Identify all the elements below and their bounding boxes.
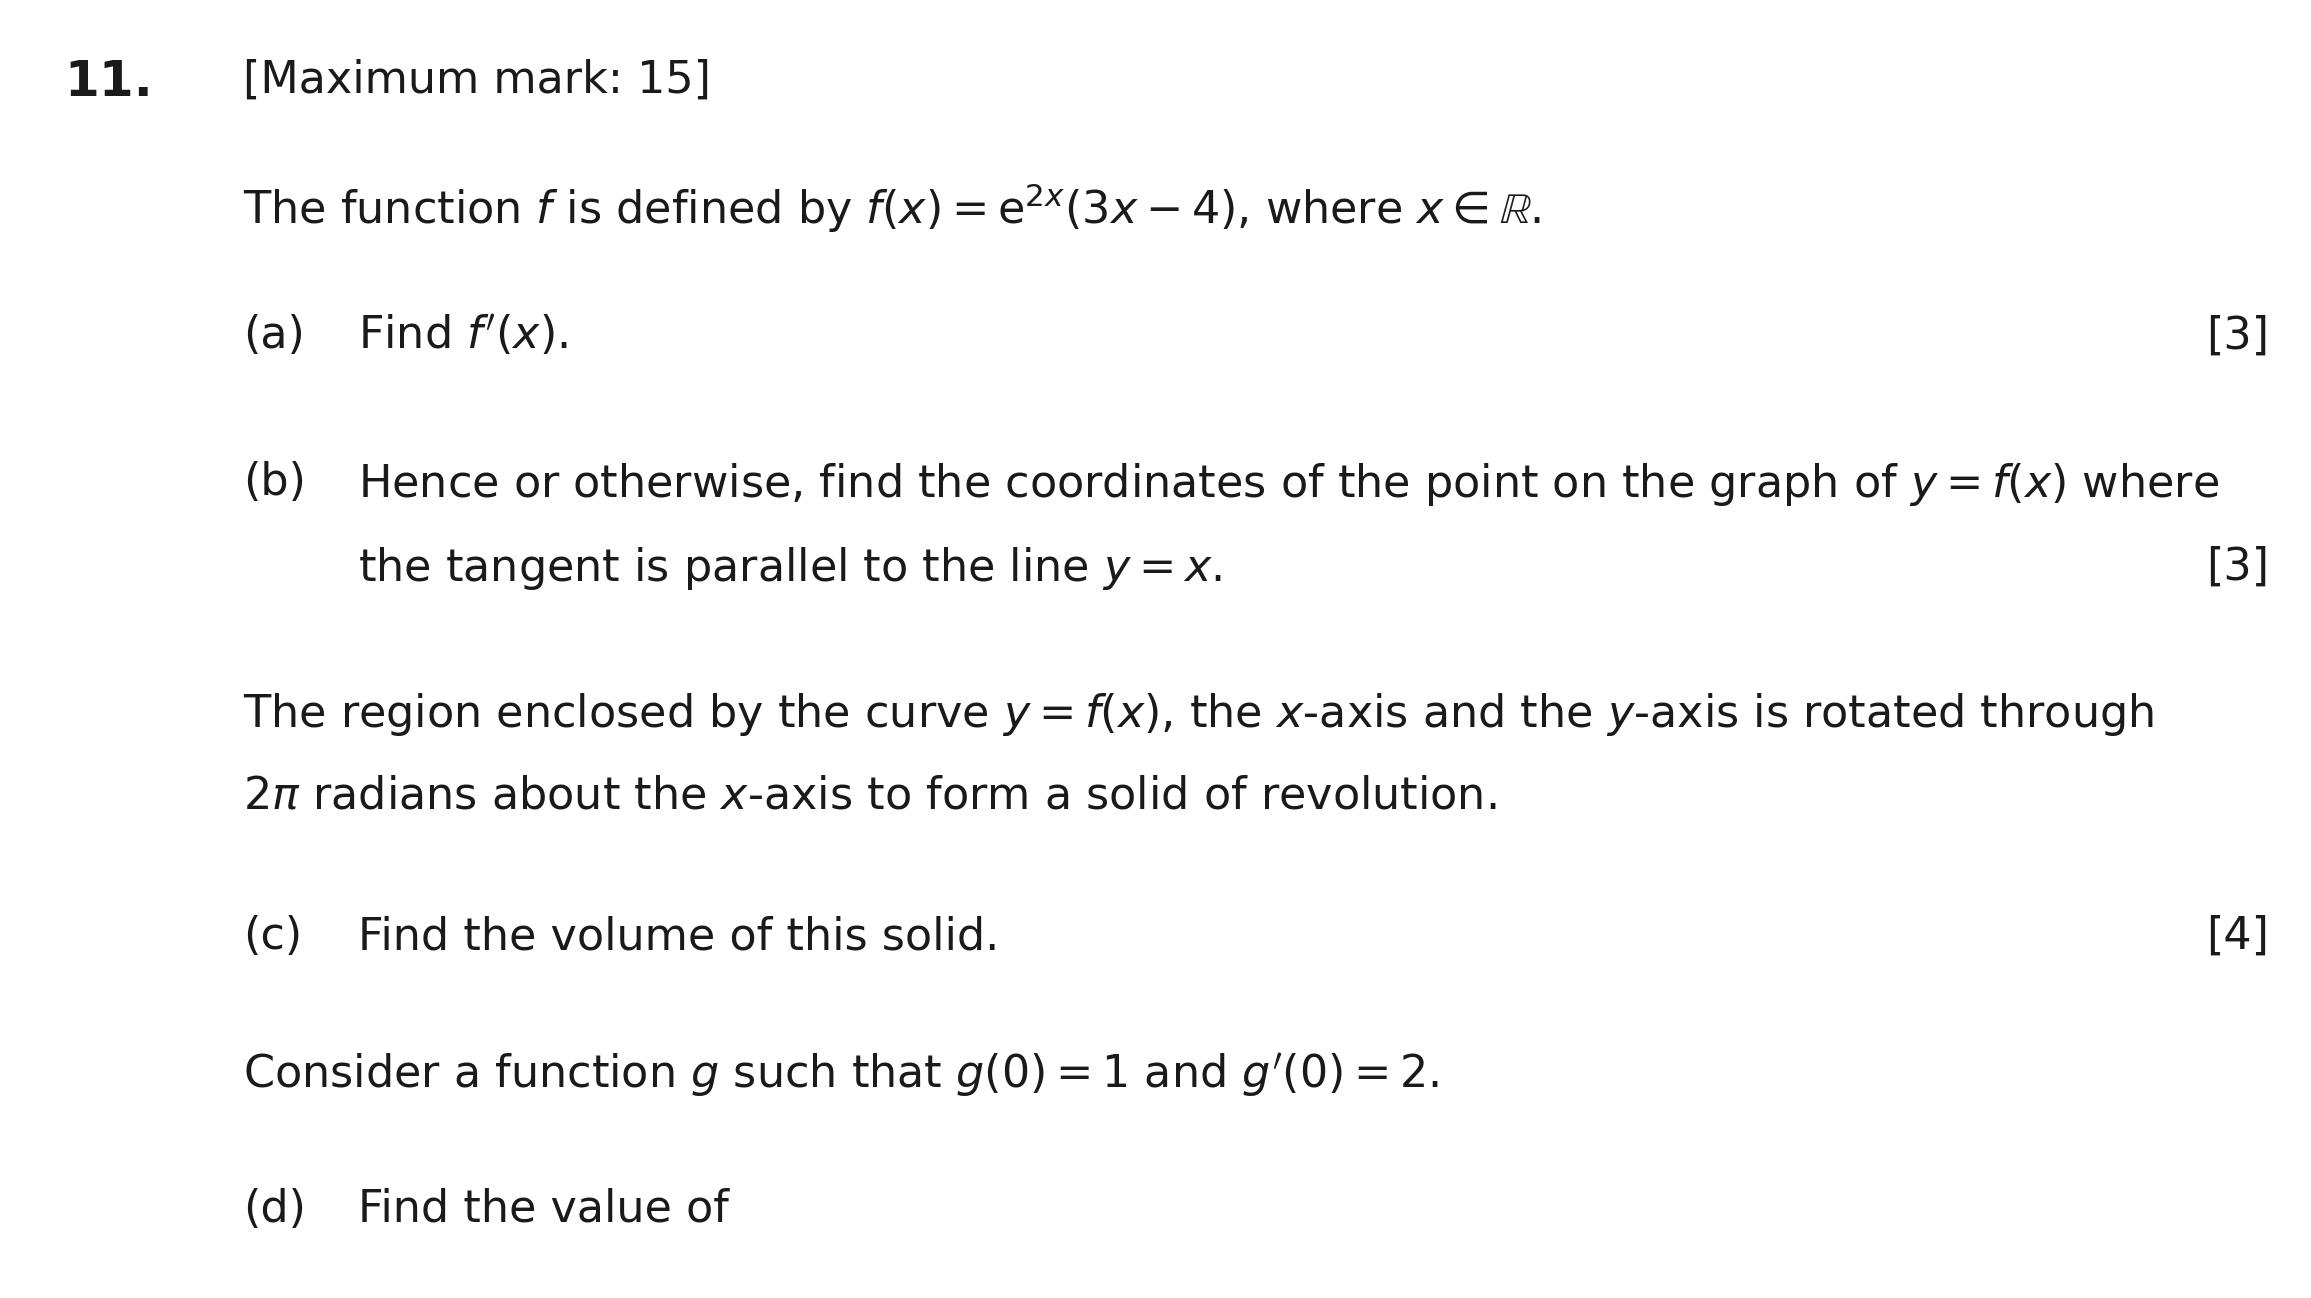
Text: The function $\mathit{f}$ is defined by $f(x) = \mathrm{e}^{2x}(3x - 4)$, where : The function $\mathit{f}$ is defined by … <box>243 182 1541 235</box>
Text: (d): (d) <box>243 1188 305 1231</box>
Text: Find the value of: Find the value of <box>358 1188 728 1231</box>
Text: [3]: [3] <box>2207 314 2269 357</box>
Text: The region enclosed by the curve $y = f(x)$, the $x$-axis and the $y$-axis is ro: The region enclosed by the curve $y = f(… <box>243 691 2154 737</box>
Text: (c): (c) <box>243 915 303 958</box>
Text: Hence or otherwise, find the coordinates of the point on the graph of $y = f(x)$: Hence or otherwise, find the coordinates… <box>358 461 2219 508</box>
Text: $2\pi$ radians about the $x$-axis to form a solid of revolution.: $2\pi$ radians about the $x$-axis to for… <box>243 775 1495 818</box>
Text: the tangent is parallel to the line $y = x$.: the tangent is parallel to the line $y =… <box>358 545 1223 592</box>
Text: (b): (b) <box>243 461 305 504</box>
Text: [3]: [3] <box>2207 545 2269 588</box>
Text: [4]: [4] <box>2207 915 2269 958</box>
Text: (a): (a) <box>243 314 305 357</box>
Text: Find $f'(x)$.: Find $f'(x)$. <box>358 314 569 358</box>
Text: [Maximum mark: 15]: [Maximum mark: 15] <box>243 58 712 101</box>
Text: Consider a function $\mathit{g}$ such that $g(0) = 1$ and $g'(0) = 2$.: Consider a function $\mathit{g}$ such th… <box>243 1051 1440 1098</box>
Text: Find the volume of this solid.: Find the volume of this solid. <box>358 915 998 958</box>
Text: 11.: 11. <box>65 58 153 106</box>
